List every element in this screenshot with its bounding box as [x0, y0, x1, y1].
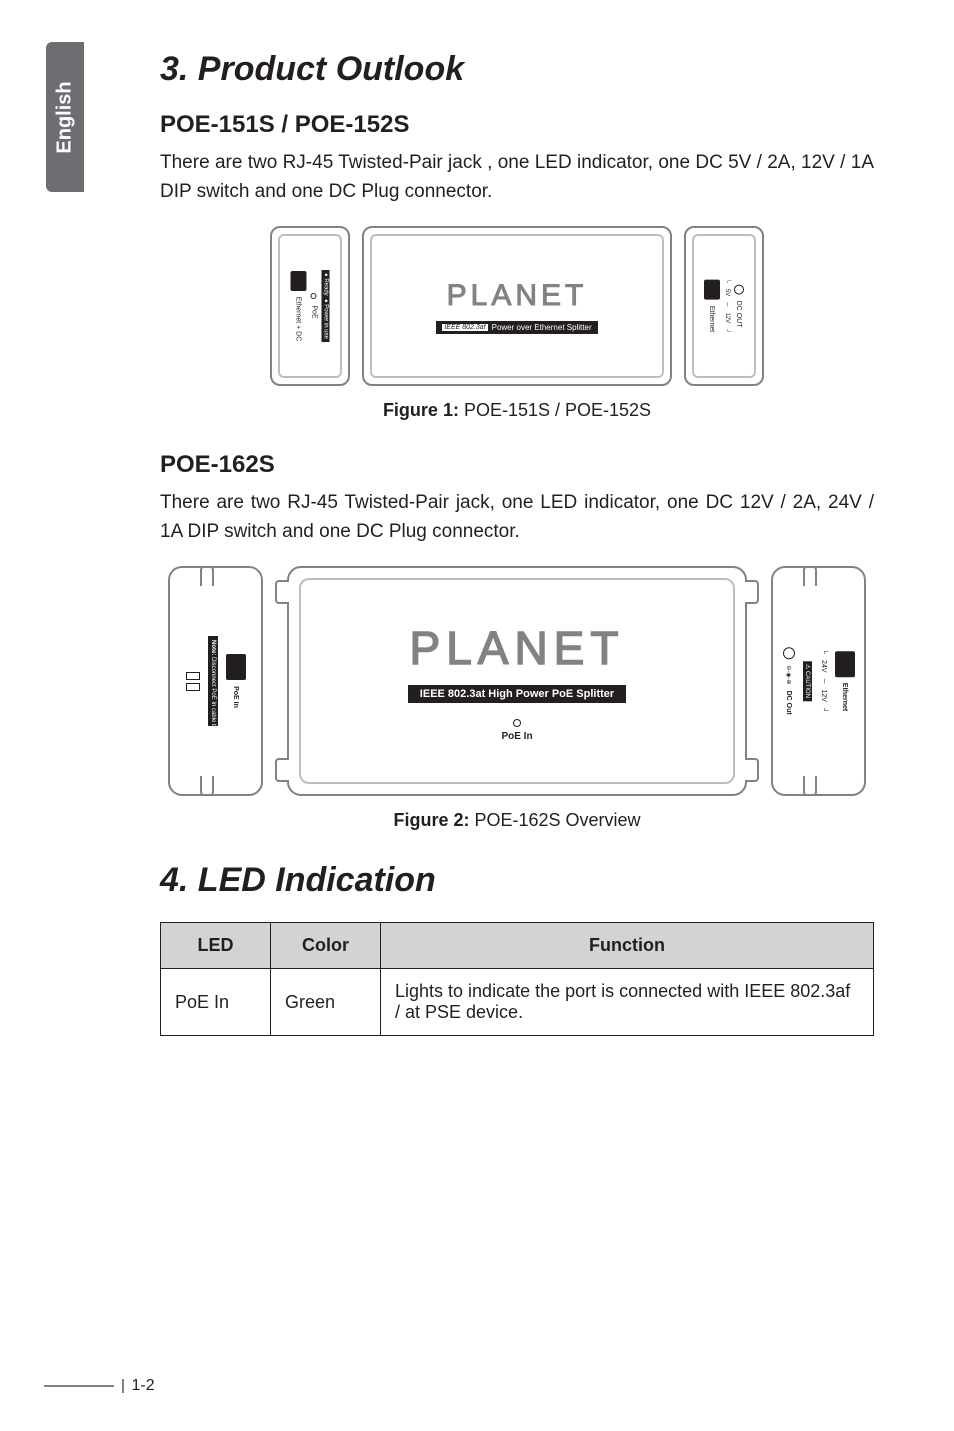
fig1-ready-label: Ready — [323, 278, 329, 295]
figure-2-caption-label: Figure 2: — [393, 810, 469, 830]
figure-2-caption: Figure 2: POE-162S Overview — [160, 810, 874, 831]
fig2-24v-label: 24V — [820, 660, 827, 672]
fig2-left-jack-icon — [226, 654, 246, 680]
language-tab: English — [46, 42, 84, 192]
fig2-mid-ear-bl — [275, 758, 289, 782]
fig1-5v-label: 5V — [724, 289, 730, 296]
fig2-poe-label: PoE In — [501, 731, 532, 742]
fig2-left-contents: PoE In Note: Disconnect PoE In cable bef… — [186, 636, 246, 726]
fig1-dc-icon — [734, 285, 744, 295]
section-3-heading: 3. Product Outlook — [160, 50, 874, 89]
fig2-right-eth-label: Ethernet — [841, 683, 848, 711]
fig1-power-label: Power in use — [323, 304, 329, 339]
figure-1-caption: Figure 1: POE-151S / POE-152S — [160, 400, 874, 421]
fig2-right-ear-top — [803, 566, 817, 586]
fig2-left-ear-top — [200, 566, 214, 586]
fig2-note-label: Note: — [210, 640, 216, 655]
fig2-bar: IEEE 802.3at High Power PoE Splitter — [408, 685, 626, 703]
fig1-left-contents: ● Ready ● Power in use PoE Ethernet + DC — [291, 270, 330, 342]
content-area: 3. Product Outlook POE-151S / POE-152S T… — [160, 50, 874, 1036]
fig2-poein-label: PoE In — [232, 686, 239, 708]
subsection-151-title: POE-151S / POE-152S — [160, 111, 874, 139]
fig2-note-box: Note: Disconnect PoE In cable before cha… — [208, 636, 218, 726]
page-number: 1-2 — [132, 1377, 155, 1395]
figure-1-caption-label: Figure 1: — [383, 400, 459, 420]
fig1-mid-panel: PLANET IEEE 802.3af Power over Ethernet … — [362, 226, 672, 386]
figure-2: PoE In Note: Disconnect PoE In cable bef… — [160, 566, 874, 796]
led-cell-function: Lights to indicate the port is connected… — [381, 969, 874, 1036]
fig2-12v-label: 12V — [820, 689, 827, 701]
subsection-151-para: There are two RJ-45 Twisted-Pair jack , … — [160, 149, 874, 206]
fig2-right-ear-bottom — [803, 776, 817, 796]
page-footer: 1-2 — [44, 1377, 155, 1395]
fig1-left-panel: ● Ready ● Power in use PoE Ethernet + DC — [270, 226, 350, 386]
fig1-right-jack-icon — [704, 280, 720, 300]
figure-1-caption-text: POE-151S / POE-152S — [459, 400, 651, 420]
language-tab-label: English — [54, 81, 77, 153]
figure-2-caption-text: POE-162S Overview — [469, 810, 640, 830]
fig2-right-jack-icon — [835, 651, 855, 677]
fig1-poe-label: PoE — [311, 305, 318, 318]
fig2-note-text: Disconnect PoE In cable before change DI… — [210, 657, 216, 774]
subsection-162-para: There are two RJ-45 Twisted-Pair jack, o… — [160, 489, 874, 546]
fig2-mid-ear-br — [745, 758, 759, 782]
page: English 3. Product Outlook POE-151S / PO… — [0, 0, 954, 1431]
fig1-left-jack-icon — [291, 271, 307, 291]
led-th-function: Function — [381, 923, 874, 969]
figure-1: ● Ready ● Power in use PoE Ethernet + DC… — [160, 226, 874, 386]
fig1-12v-label: 12V — [724, 312, 730, 323]
footer-tick-icon — [122, 1379, 124, 1393]
fig2-poe-led-icon — [513, 719, 521, 727]
fig1-bar-text: Power over Ethernet Splitter — [492, 323, 592, 332]
fig2-mid-ear-tr — [745, 580, 759, 604]
fig2-left-panel: PoE In Note: Disconnect PoE In cable bef… — [168, 566, 263, 796]
fig1-left-eth-label: Ethernet + DC — [295, 297, 302, 342]
fig1-right-contents: DC OUT └ 5V ─ 12V ┘ Ethernet — [704, 279, 744, 334]
led-table-header-row: LED Color Function — [161, 923, 874, 969]
led-cell-led: PoE In — [161, 969, 271, 1036]
led-th-color: Color — [271, 923, 381, 969]
section-4-heading: 4. LED Indication — [160, 861, 874, 900]
fig2-right-panel: Ethernet └ 24V ─ 12V ┘ ⚠ CAUTION ⊖-◉-⊕DC… — [771, 566, 866, 796]
fig2-dc-icon — [783, 647, 795, 659]
fig2-logo: PLANET — [410, 621, 625, 675]
fig1-bar: IEEE 802.3af Power over Ethernet Splitte… — [436, 321, 597, 334]
led-th-led: LED — [161, 923, 271, 969]
fig2-right-contents: Ethernet └ 24V ─ 12V ┘ ⚠ CAUTION ⊖-◉-⊕DC… — [783, 647, 855, 714]
led-table: LED Color Function PoE In Green Lights t… — [160, 922, 874, 1036]
fig1-bar-tag: IEEE 802.3af — [442, 324, 487, 331]
fig1-right-panel: DC OUT └ 5V ─ 12V ┘ Ethernet — [684, 226, 764, 386]
fig1-right-eth-label: Ethernet — [709, 306, 716, 332]
fig1-dcout-label: DC OUT — [736, 301, 743, 328]
fig2-mid-panel: PLANET IEEE 802.3at High Power PoE Split… — [287, 566, 747, 796]
fig2-left-ear-bottom — [200, 776, 214, 796]
fig1-logo: PLANET — [447, 279, 588, 313]
fig2-dip-icon — [186, 672, 200, 691]
led-table-row: PoE In Green Lights to indicate the port… — [161, 969, 874, 1036]
fig1-poe-led-icon — [311, 293, 317, 299]
led-cell-color: Green — [271, 969, 381, 1036]
fig2-dcout-label: DC Out — [785, 691, 792, 715]
subsection-162-title: POE-162S — [160, 451, 874, 479]
fig2-caution-label: CAUTION — [804, 671, 810, 698]
fig2-mid-ear-tl — [275, 580, 289, 604]
fig2-caution-box: ⚠ CAUTION — [803, 661, 812, 701]
footer-line-icon — [44, 1385, 114, 1387]
